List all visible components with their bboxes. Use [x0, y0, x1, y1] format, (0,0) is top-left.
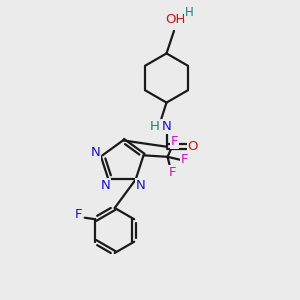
Text: F: F	[168, 166, 176, 179]
Text: OH: OH	[165, 13, 186, 26]
Text: O: O	[187, 140, 198, 153]
Text: H: H	[150, 120, 159, 133]
Text: N: N	[135, 179, 145, 192]
Text: F: F	[180, 153, 188, 166]
Text: F: F	[170, 135, 178, 148]
Text: N: N	[90, 146, 100, 160]
Text: H: H	[184, 6, 194, 19]
Text: N: N	[101, 179, 111, 192]
Text: F: F	[75, 208, 82, 221]
Text: N: N	[162, 120, 171, 133]
